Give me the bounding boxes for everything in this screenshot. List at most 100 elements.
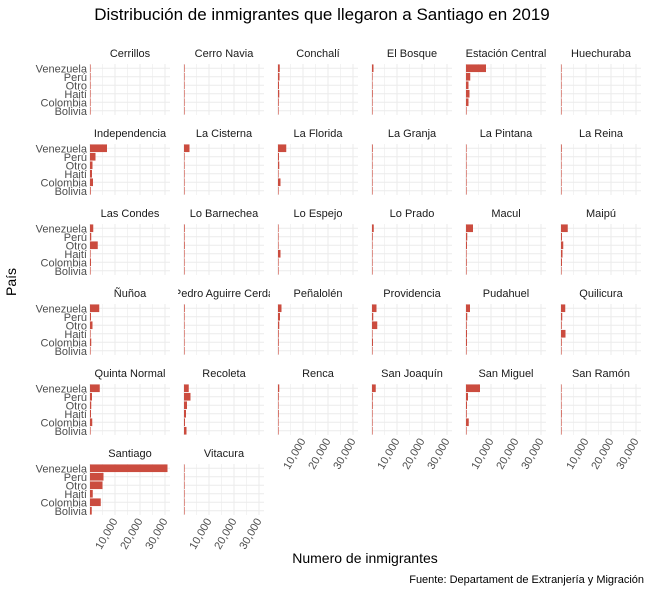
bar-venezuela [184, 144, 190, 153]
facet-panel: El Bosque [371, 48, 452, 115]
chart-title: Distribución de inmigrantes que llegaron… [94, 5, 550, 24]
facet-strip-label: San Miguel [478, 368, 533, 380]
bar-colombia [90, 178, 93, 187]
y-tick-label: Otro [66, 160, 87, 172]
bar-bolivia [372, 426, 373, 435]
bar-haití [372, 249, 373, 258]
facet-panel: Cerro Navia [183, 48, 264, 115]
bar-haití [561, 169, 562, 178]
bar-bolivia [372, 186, 373, 195]
bar-haití [561, 89, 562, 98]
bar-venezuela [561, 224, 568, 233]
x-tick-label: 20,000 [306, 437, 333, 472]
bar-haití [466, 89, 470, 98]
bar-otro [90, 481, 103, 490]
bar-bolivia [561, 106, 562, 115]
x-tick-label: 10,000 [469, 437, 496, 472]
bar-bolivia [466, 186, 467, 195]
bar-bolivia [278, 346, 279, 355]
facet-panel: Huechuraba [560, 48, 641, 115]
facet-strip-label: Macul [491, 208, 520, 220]
x-tick-label: 10,000 [564, 437, 591, 472]
bar-bolivia [466, 426, 467, 435]
facet-panel: Conchalí [277, 48, 358, 115]
y-tick-label: Haití [64, 249, 87, 261]
bar-colombia [90, 418, 93, 427]
x-tick-label: 20,000 [494, 437, 521, 472]
bar-perú [184, 72, 185, 81]
bar-haití [184, 89, 185, 98]
bar-otro [184, 321, 185, 330]
bar-venezuela [90, 384, 100, 393]
facet-strip-label: San Ramón [572, 368, 630, 380]
bar-otro [90, 241, 98, 250]
bar-otro [372, 81, 373, 90]
bar-bolivia [561, 266, 562, 275]
y-tick-label: Perú [64, 312, 87, 324]
x-tick-label: 20,000 [589, 437, 616, 472]
bar-venezuela [184, 64, 185, 73]
bar-haití [561, 409, 562, 418]
bar-perú [372, 392, 373, 401]
bar-colombia [466, 418, 469, 427]
bar-colombia [372, 338, 373, 347]
bar-haití [278, 329, 279, 338]
facet-strip-label: Providencia [383, 288, 441, 300]
bar-otro [184, 481, 185, 490]
bar-perú [278, 152, 279, 161]
y-tick-label: Bolivia [55, 426, 88, 438]
bar-venezuela [466, 64, 486, 73]
bar-otro [90, 321, 93, 330]
facet-panel: Ñuñoa VenezuelaPerúOtroHaitíColombiaBoliv… [36, 287, 170, 358]
bar-haití [466, 329, 467, 338]
facet-panel: Las Condes VenezuelaPerúOtroHaitíColombia… [36, 208, 170, 278]
y-tick-label: Otro [66, 400, 87, 412]
bar-colombia [90, 98, 91, 107]
facet-strip-label: Las Condes [101, 208, 160, 220]
bar-colombia [184, 498, 185, 507]
bar-colombia [184, 178, 185, 187]
bar-bolivia [372, 106, 373, 115]
bar-colombia [466, 338, 467, 347]
bar-bolivia [184, 186, 185, 195]
bar-perú [372, 232, 373, 241]
bar-perú [466, 312, 468, 321]
bar-venezuela [372, 304, 377, 313]
bar-colombia [372, 258, 373, 267]
bar-haití [372, 329, 373, 338]
facet-strip-label: La Pintana [480, 128, 533, 140]
bar-haití [372, 409, 373, 418]
bar-perú [278, 312, 280, 321]
bar-venezuela [372, 224, 374, 233]
bar-venezuela [184, 464, 185, 473]
y-tick-label: Colombia [41, 257, 88, 269]
y-tick-label: Colombia [41, 417, 88, 429]
bar-bolivia [90, 266, 91, 275]
facet-strip-label: Pedro Aguirre Cerda [174, 288, 275, 300]
x-tick-label: 30,000 [425, 437, 452, 472]
bar-haití [184, 409, 186, 418]
bar-perú [372, 72, 373, 81]
bar-colombia [466, 98, 469, 107]
bar-otro [466, 401, 467, 410]
facet-panel: Santiago VenezuelaPerúOtroHaitíColombiaBo… [36, 448, 171, 552]
bar-perú [184, 392, 191, 401]
bar-haití [466, 409, 467, 418]
x-tick-label: 20,000 [212, 517, 239, 552]
bar-perú [561, 72, 562, 81]
bar-venezuela [466, 144, 467, 153]
facet-panel: Providencia [371, 288, 452, 355]
y-tick-label: Haití [64, 89, 87, 101]
bar-otro [184, 401, 187, 410]
bar-bolivia [278, 426, 279, 435]
bar-haití [561, 329, 566, 338]
facet-strip-label: Santiago [108, 448, 151, 460]
facet-strip-label: Vitacura [204, 448, 245, 460]
bar-haití [466, 249, 467, 258]
y-tick-label: Otro [66, 480, 87, 492]
y-tick-label: Bolivia [55, 106, 88, 118]
bar-bolivia [278, 266, 279, 275]
bar-haití [90, 329, 91, 338]
bar-perú [184, 152, 185, 161]
